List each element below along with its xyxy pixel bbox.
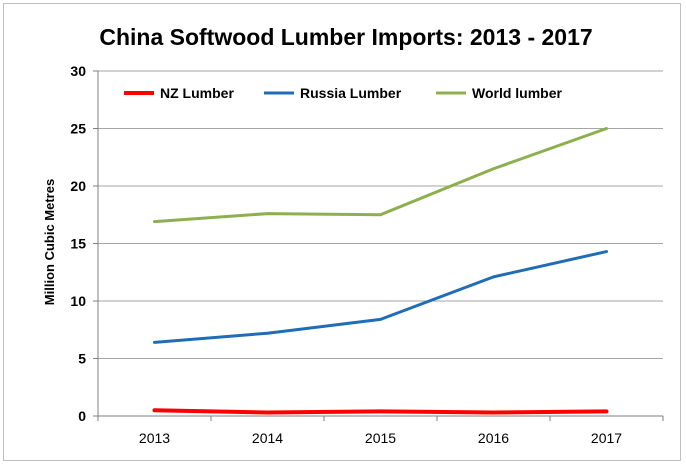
x-tick-label: 2017 <box>591 430 622 446</box>
series-line-world-lumber <box>153 127 608 224</box>
y-tick-label: 0 <box>78 408 86 424</box>
legend-label: NZ Lumber <box>160 85 234 101</box>
y-tick-label: 25 <box>70 121 86 137</box>
x-tick-label: 2014 <box>252 430 283 446</box>
series-line-russia-lumber <box>153 250 608 344</box>
chart-frame <box>3 3 681 461</box>
legend-label: World lumber <box>472 85 563 101</box>
y-tick-label: 10 <box>70 293 86 309</box>
x-tick-label: 2016 <box>478 430 509 446</box>
chart-title: China Softwood Lumber Imports: 2013 - 20… <box>99 24 592 50</box>
y-axis-label: Million Cubic Metres <box>42 179 57 305</box>
x-tick-label: 2013 <box>139 430 170 446</box>
legend-label: Russia Lumber <box>300 85 402 101</box>
y-tick-label: 5 <box>78 351 86 367</box>
y-tick-label: 20 <box>70 178 86 194</box>
y-tick-label: 30 <box>70 63 86 79</box>
x-tick-label: 2015 <box>365 430 396 446</box>
y-tick-label: 15 <box>70 236 86 252</box>
